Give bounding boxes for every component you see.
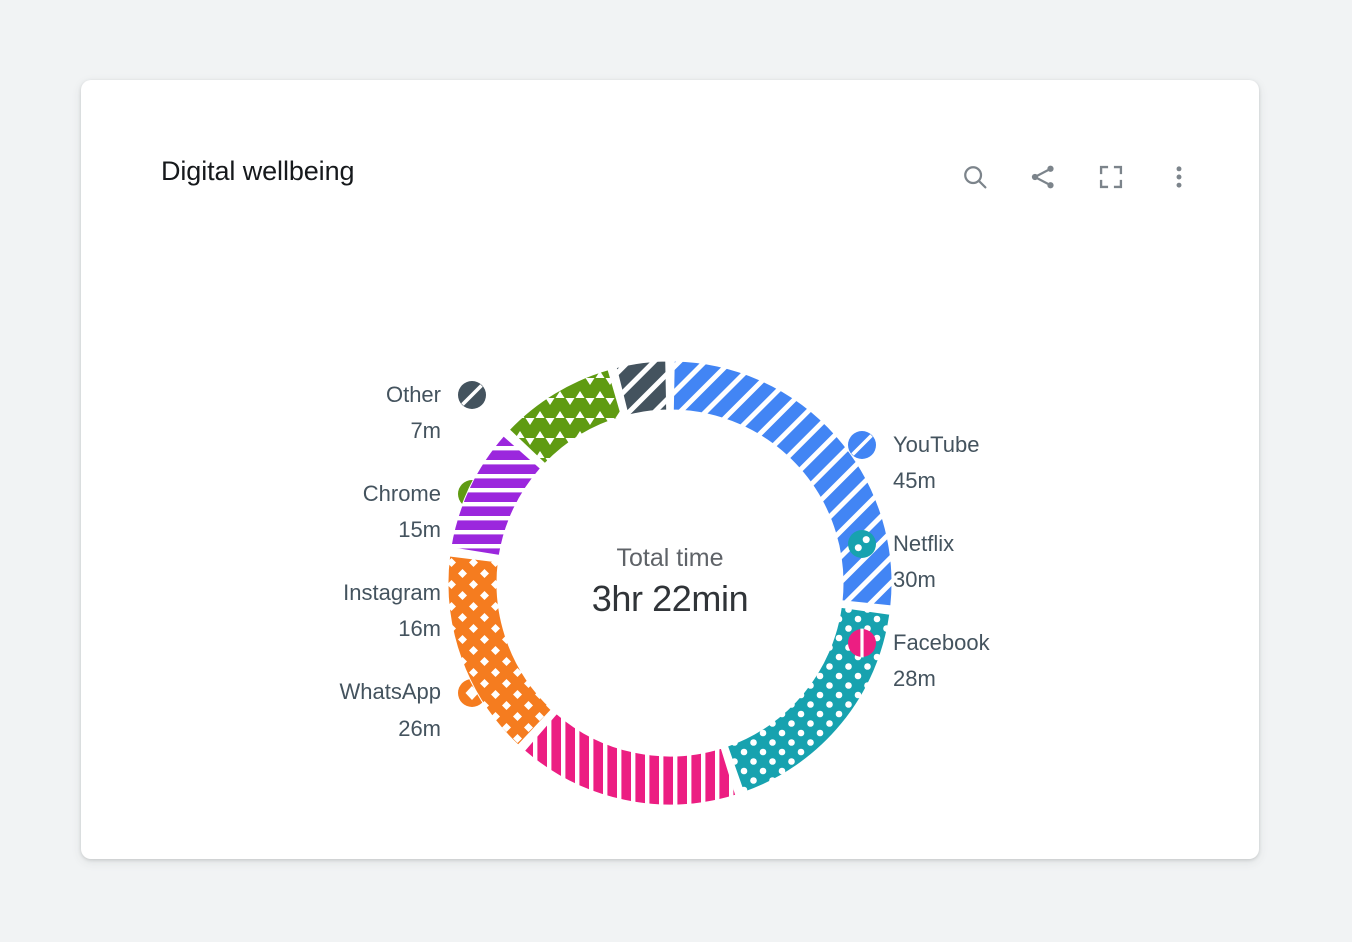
legend-label: Other	[385, 381, 441, 407]
facebook-swatch-icon	[847, 628, 877, 658]
donut-segment-whatsapp[interactable]	[447, 555, 553, 746]
search-icon	[960, 162, 990, 192]
legend-row: WhatsApp	[340, 678, 488, 708]
donut-segment-chrome[interactable]	[508, 369, 623, 465]
legend-row: Facebook	[847, 628, 990, 658]
more-options-icon	[1165, 163, 1193, 191]
digital-wellbeing-card: Digital wellbeing	[81, 80, 1259, 859]
netflix-swatch-icon	[847, 529, 877, 559]
legend-row: YouTube	[847, 430, 979, 460]
legend-label: Chrome	[362, 481, 441, 507]
other-swatch-icon	[457, 380, 487, 410]
share-icon	[1028, 162, 1058, 192]
legend-value: 26m	[398, 715, 441, 741]
chart-area: Other 7m Chrome 15m Instagram 16m WhatsApp 26m …	[81, 190, 1259, 859]
page-title: Digital wellbeing	[161, 156, 355, 186]
share-button[interactable]	[1021, 155, 1065, 199]
legend-label: WhatsApp	[339, 679, 442, 705]
donut-svg	[447, 360, 893, 806]
legend-right: YouTube 45m Netflix 30m Facebook 28m	[847, 430, 1097, 692]
legend-value: 16m	[398, 616, 441, 642]
fullscreen-button[interactable]	[1089, 155, 1133, 199]
legend-item-whatsapp[interactable]: WhatsApp 26m	[340, 678, 488, 741]
more-options-button[interactable]	[1157, 155, 1201, 199]
header-actions	[953, 155, 1201, 199]
legend-label: Facebook	[893, 630, 990, 656]
donut-segment-instagram[interactable]	[450, 435, 541, 556]
legend-value: 7m	[410, 418, 441, 443]
legend-value: 30m	[893, 567, 936, 593]
legend-value: 28m	[893, 666, 936, 692]
donut-segment-other[interactable]	[615, 360, 668, 416]
donut-segment-youtube[interactable]	[672, 360, 893, 607]
fullscreen-icon	[1097, 163, 1125, 191]
search-button[interactable]	[953, 155, 997, 199]
legend-row: Netflix	[847, 529, 954, 559]
legend-item-facebook[interactable]: Facebook 28m	[847, 628, 990, 691]
donut-chart: Total time 3hr 22min	[435, 348, 905, 818]
legend-label: YouTube	[893, 431, 980, 457]
legend-item-youtube[interactable]: YouTube 45m	[847, 430, 979, 493]
card-header: Digital wellbeing	[81, 80, 1259, 190]
legend-label: Netflix	[893, 531, 955, 557]
youtube-swatch-icon	[847, 430, 877, 460]
legend-row: Other	[386, 380, 487, 410]
donut-segment-facebook[interactable]	[524, 713, 737, 806]
legend-item-netflix[interactable]: Netflix 30m	[847, 529, 954, 592]
legend-value: 45m	[893, 468, 936, 493]
donut-segment-netflix[interactable]	[727, 606, 891, 793]
legend-item-other[interactable]: Other 7m	[386, 380, 487, 443]
legend-label: Instagram	[343, 580, 441, 606]
legend-value: 15m	[398, 517, 441, 543]
